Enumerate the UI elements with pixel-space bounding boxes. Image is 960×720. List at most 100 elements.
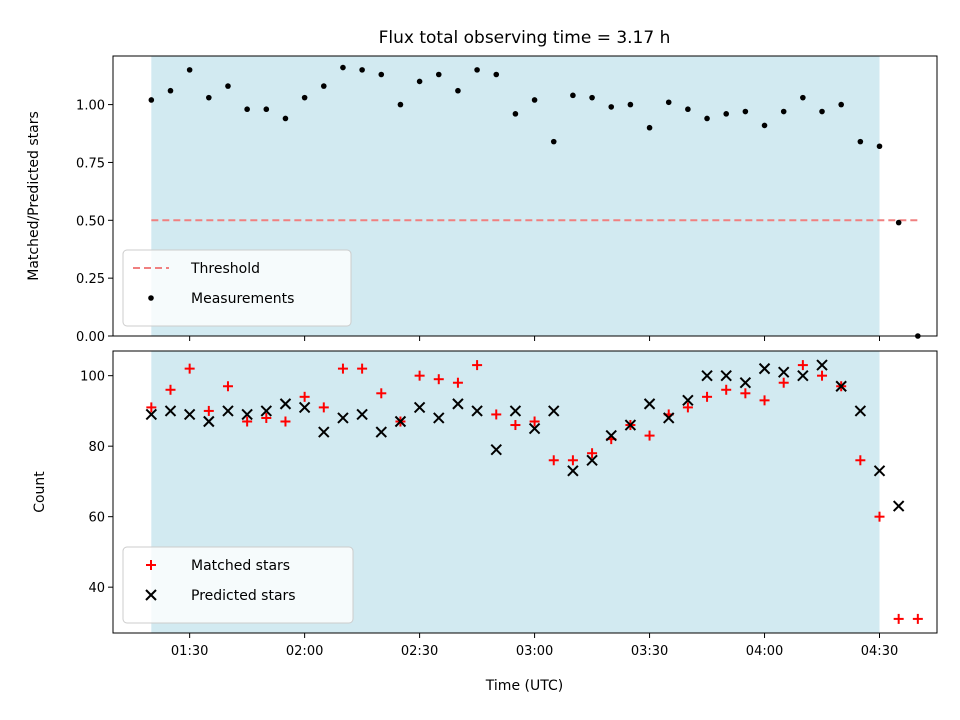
x-tick-label: 02:00	[286, 644, 323, 659]
legend-measurement-swatch	[148, 295, 154, 301]
predicted-star-point	[797, 369, 809, 382]
matched-star-point	[702, 391, 713, 402]
measurement-point	[704, 115, 710, 122]
y-tick-label: 80	[88, 440, 105, 455]
matched-star-point	[567, 455, 578, 466]
matched-star-point	[146, 402, 157, 413]
legend-box	[122, 249, 352, 327]
matched-star-point	[414, 370, 425, 381]
predicted-star-point	[394, 415, 407, 428]
measurement-point	[474, 67, 480, 73]
ratio-panel: 0.00 0.25 0.50 0.75 1.00 Matched/Predicted s…	[26, 55, 938, 345]
matched-star-point	[529, 416, 540, 427]
predicted-star-point	[413, 401, 426, 414]
measurement-point	[186, 67, 193, 73]
measurement-point	[435, 71, 442, 78]
predicted-star-point	[528, 422, 541, 435]
predicted-star-point	[279, 398, 292, 410]
measurement-point	[148, 97, 155, 103]
legend-label: Matched stars	[191, 558, 290, 574]
measurement-point	[282, 115, 289, 122]
predicted-star-point	[356, 408, 368, 421]
matched-star-point	[855, 455, 866, 466]
measurement-point	[800, 94, 806, 101]
matched-star-point	[203, 405, 214, 416]
predicted-star-point	[835, 380, 847, 392]
measurement-point	[493, 71, 500, 78]
x-tick-label: 04:30	[861, 644, 898, 659]
predicted-star-point	[720, 369, 732, 382]
y-tick-label: 40	[88, 581, 105, 596]
ratio-y-axis-label: Matched/Predicted stars	[26, 111, 42, 281]
matched-star-point	[912, 613, 923, 624]
chart-title: Flux total observing time = 3.17 h	[379, 28, 671, 48]
count-panel: 40 60 80 100 01:30 02:00 02:30 03:00 03:30 04:00 0…	[32, 350, 938, 659]
predicted-star-point	[298, 401, 311, 414]
matched-star-point	[510, 420, 521, 431]
matched-star-point	[280, 416, 291, 427]
matched-star-point	[740, 388, 751, 399]
measurement-point	[570, 92, 576, 99]
predicted-star-point	[318, 426, 330, 438]
measurement-point	[416, 78, 423, 85]
measurement-point	[589, 94, 595, 101]
predicted-star-point	[682, 394, 694, 407]
matched-star-point	[587, 448, 598, 459]
measurement-point	[378, 71, 385, 78]
matched-star-point	[433, 374, 444, 385]
y-tick-label: 100	[80, 370, 105, 385]
measurement-point	[761, 122, 768, 129]
measurement-point	[550, 138, 557, 145]
measurement-point	[685, 106, 691, 113]
measurement-point	[895, 219, 902, 226]
measurement-point	[455, 87, 461, 94]
predicted-star-point	[471, 405, 483, 417]
ratio-panel-frame	[112, 55, 938, 337]
matched-star-point	[548, 455, 559, 466]
predicted-star-point	[337, 412, 349, 424]
predicted-star-point	[816, 359, 828, 371]
measurement-point	[665, 99, 672, 106]
predicted-star-point	[873, 465, 886, 477]
matched-star-point	[261, 412, 272, 423]
measurement-point	[340, 64, 346, 71]
predicted-star-point	[203, 415, 215, 428]
predicted-star-point	[739, 377, 752, 389]
measurement-point	[244, 106, 250, 113]
measurement-point	[838, 101, 844, 108]
x-tick-label: 03:00	[516, 644, 553, 659]
predicted-star-point	[433, 412, 445, 424]
predicted-star-point	[777, 366, 790, 378]
predicted-star-point	[548, 405, 560, 417]
y-tick-label: 0.50	[76, 214, 105, 229]
matched-star-point	[644, 430, 655, 441]
matched-star-point	[721, 384, 732, 395]
predicted-star-point	[758, 362, 771, 375]
count-panel-frame	[112, 350, 938, 634]
matched-star-point	[778, 377, 789, 388]
matched-star-point	[893, 613, 904, 624]
predicted-star-point	[241, 408, 253, 421]
predicted-star-point	[892, 500, 905, 512]
legend-matched-swatch	[146, 560, 156, 570]
matched-star-point	[759, 395, 770, 406]
x-tick-label: 01:30	[171, 644, 208, 659]
measurement-point	[876, 143, 883, 150]
measurement-point	[397, 101, 404, 108]
measurement-point	[320, 83, 327, 89]
predicted-star-point	[643, 398, 656, 410]
x-tick-label: 03:30	[631, 644, 668, 659]
predicted-star-point	[183, 408, 196, 421]
count-y-axis-label: Count	[32, 471, 48, 513]
matched-star-point	[797, 360, 808, 371]
predicted-star-point	[624, 419, 637, 431]
predicted-star-point	[509, 405, 522, 417]
predicted-star-point	[663, 412, 675, 424]
measurement-point	[206, 94, 212, 101]
matched-star-point	[817, 370, 828, 381]
measurement-point	[167, 87, 174, 94]
y-tick-label: 0.25	[76, 272, 105, 287]
measurement-point	[263, 106, 270, 113]
measurement-point	[742, 108, 749, 115]
y-tick-label: 0.00	[76, 330, 105, 345]
